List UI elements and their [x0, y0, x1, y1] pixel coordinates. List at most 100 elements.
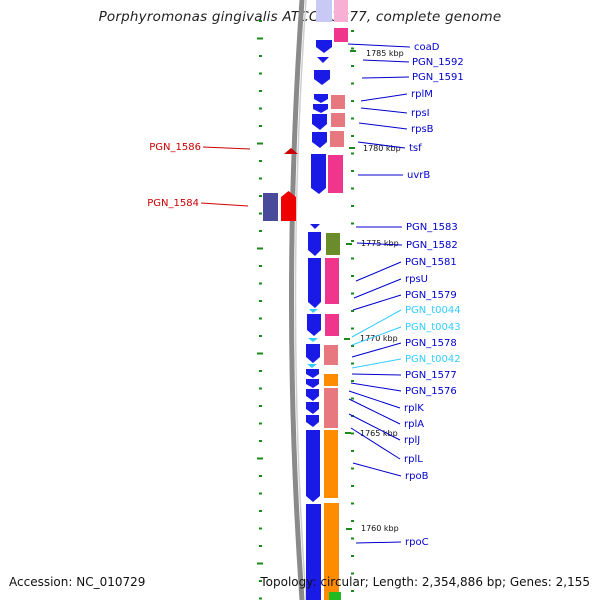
- tick-mark: [259, 212, 262, 215]
- gene-label[interactable]: PGN_1578: [405, 338, 457, 349]
- gene-label[interactable]: rplA: [404, 419, 424, 430]
- forward-strand-ring: [306, 0, 332, 600]
- cds-arrow[interactable]: [314, 94, 328, 103]
- gene-label[interactable]: PGN_1581: [405, 257, 457, 268]
- reverse-strand-ring: [263, 148, 298, 221]
- gene-label[interactable]: tsf: [409, 143, 422, 154]
- accession-text: Accession: NC_010729: [9, 575, 146, 589]
- gene-label[interactable]: PGN_1592: [412, 57, 464, 68]
- scale-tick: [345, 432, 351, 434]
- gene-label[interactable]: PGN_1586: [149, 142, 201, 153]
- tick-mark: [259, 55, 262, 57]
- cds-arrow[interactable]: [307, 314, 321, 336]
- cds-arrow[interactable]: [306, 389, 319, 401]
- cds-arrow[interactable]: [306, 344, 320, 363]
- tick-mark: [259, 580, 262, 582]
- tick-mark: [257, 352, 263, 355]
- gene-label[interactable]: rplJ: [404, 435, 420, 446]
- cds-arrow[interactable]: [306, 379, 319, 388]
- cds-arrow[interactable]: [313, 104, 328, 113]
- tick-mark: [259, 72, 262, 75]
- gene-label[interactable]: rpoB: [405, 471, 429, 482]
- leader-line: [202, 146, 251, 150]
- scale-label: 1775 kbp: [361, 239, 399, 248]
- cds-arrow[interactable]: [306, 402, 319, 414]
- cds-arrow[interactable]: [306, 415, 319, 427]
- tick-mark: [351, 345, 354, 347]
- gene-label[interactable]: PGN_1584: [147, 198, 199, 209]
- gene-label[interactable]: uvrB: [407, 170, 430, 181]
- scale-label: 1780 kbp: [363, 144, 401, 153]
- cds-arrow[interactable]: [308, 232, 321, 256]
- tick-mark: [259, 282, 262, 285]
- tick-mark: [351, 187, 354, 190]
- gene-label[interactable]: PGN_1591: [412, 72, 464, 83]
- gene-label[interactable]: PGN_t0043: [405, 322, 461, 333]
- tick-mark: [351, 117, 354, 120]
- gene-label[interactable]: rpsI: [411, 108, 430, 119]
- gene-label[interactable]: PGN_1583: [406, 222, 458, 233]
- tick-mark: [257, 562, 263, 565]
- cog-block: [331, 113, 345, 127]
- cds-arrow[interactable]: [314, 70, 330, 85]
- gene-label[interactable]: PGN_1582: [406, 240, 458, 251]
- leader-line: [360, 107, 408, 114]
- tick-mark: [259, 265, 262, 267]
- gene-label[interactable]: coaD: [414, 42, 440, 53]
- gene-label[interactable]: rplK: [404, 403, 424, 414]
- tick-mark: [351, 362, 354, 365]
- cog-block: [324, 388, 338, 428]
- tick-mark: [351, 397, 354, 400]
- gene-label[interactable]: rpsB: [411, 124, 434, 135]
- gene-label[interactable]: rpsU: [405, 274, 428, 285]
- scale-tick: [344, 338, 350, 340]
- scale-label: 1765 kbp: [360, 429, 398, 438]
- cds-arrow[interactable]: [312, 132, 327, 148]
- tick-mark: [351, 310, 354, 312]
- leader-line: [356, 242, 403, 246]
- leader-line: [200, 202, 249, 207]
- cds-arrow[interactable]: [308, 258, 321, 308]
- gene-label[interactable]: rplM: [411, 89, 433, 100]
- leader-line: [351, 373, 402, 376]
- gene-label[interactable]: PGN_t0042: [405, 354, 461, 365]
- scale-label: 1785 kbp: [366, 49, 404, 58]
- leader-line: [351, 309, 402, 338]
- tick-mark: [259, 527, 262, 530]
- gene-label[interactable]: PGN_t0044: [405, 305, 461, 316]
- reverse-cds-arrow[interactable]: [284, 148, 298, 154]
- gene-label[interactable]: PGN_1577: [405, 370, 457, 381]
- gene-label[interactable]: rplL: [404, 454, 423, 465]
- tick-mark: [259, 597, 262, 600]
- cog-block: [324, 374, 338, 386]
- gene-label[interactable]: PGN_1579: [405, 290, 457, 301]
- tick-mark: [259, 545, 262, 547]
- trna-arrow[interactable]: [309, 309, 318, 313]
- leader-line: [355, 261, 402, 282]
- leader-line: [358, 122, 408, 130]
- trna-arrow[interactable]: [308, 338, 318, 342]
- cds-arrow[interactable]: [306, 369, 319, 378]
- gene-label[interactable]: rpoC: [405, 537, 429, 548]
- tick-mark: [351, 537, 354, 540]
- cds-arrow[interactable]: [317, 57, 329, 63]
- reverse-cds-block[interactable]: [263, 193, 278, 221]
- scale-label: 1770 kbp: [360, 334, 398, 343]
- cds-arrow[interactable]: [312, 114, 327, 130]
- trna-arrow[interactable]: [307, 364, 317, 368]
- tick-mark: [259, 125, 262, 127]
- reverse-cds-arrow[interactable]: [281, 191, 296, 221]
- right-tick-ring: [351, 30, 354, 592]
- tick-mark: [351, 100, 354, 102]
- leader-line: [347, 43, 411, 48]
- cog-ring: [324, 0, 348, 600]
- cds-block[interactable]: [306, 504, 321, 600]
- cds-arrow[interactable]: [306, 430, 320, 502]
- cds-arrow[interactable]: [311, 154, 326, 194]
- scale-tick: [349, 147, 355, 149]
- cds-arrow[interactable]: [310, 224, 320, 229]
- label-leaders: [200, 43, 411, 544]
- tick-mark: [259, 440, 262, 442]
- gene-label[interactable]: PGN_1576: [405, 386, 457, 397]
- cds-arrow[interactable]: [316, 40, 332, 53]
